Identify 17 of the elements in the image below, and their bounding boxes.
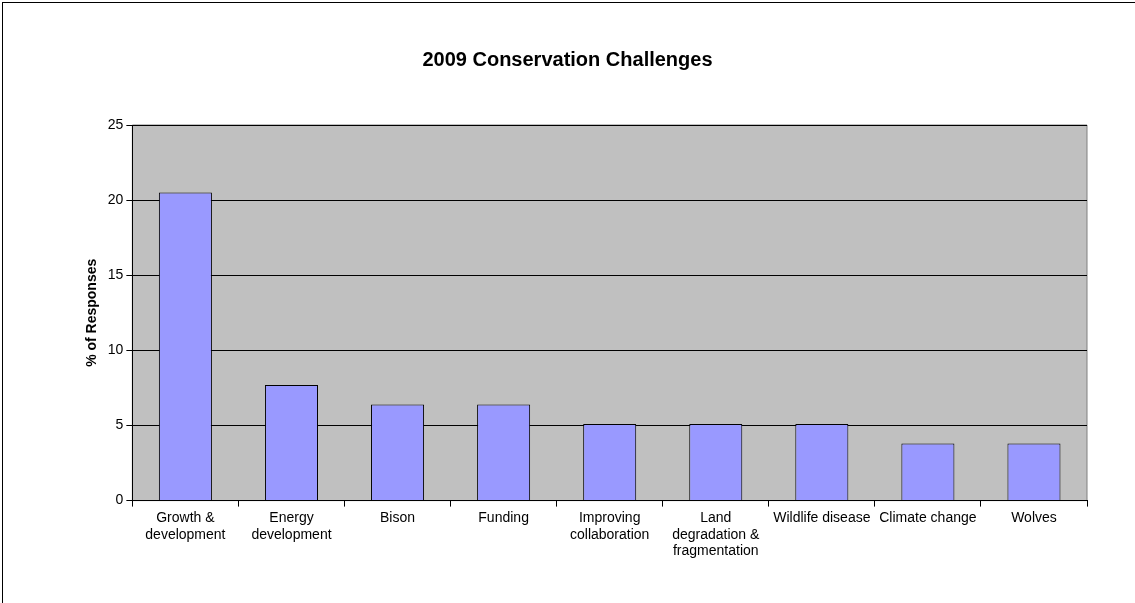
- x-tick-label: Wolves: [1011, 508, 1057, 525]
- y-tick-label: 5: [115, 416, 124, 433]
- x-tick-label: Land degradation & fragmentation: [672, 508, 760, 559]
- y-tick-label: 15: [107, 266, 124, 283]
- x-tick-label: Energy development: [251, 508, 332, 542]
- x-tick-label: Wildlife disease: [773, 508, 871, 525]
- y-tick-label: 25: [107, 115, 124, 132]
- y-tick-label: 10: [107, 341, 124, 358]
- x-tick-label: Funding: [478, 508, 529, 525]
- x-tick-label: Bison: [380, 508, 416, 525]
- x-tick-label: Improving collaboration: [569, 508, 650, 542]
- y-tick-label: 0: [115, 491, 124, 508]
- y-tick-label: 20: [107, 190, 124, 207]
- y-axis-title: % of Responses: [83, 258, 100, 367]
- chart-title: 2009 Conservation Challenges: [421, 48, 714, 71]
- x-tick-label: Growth & development: [145, 508, 226, 542]
- x-tick-label: Climate change: [879, 508, 977, 525]
